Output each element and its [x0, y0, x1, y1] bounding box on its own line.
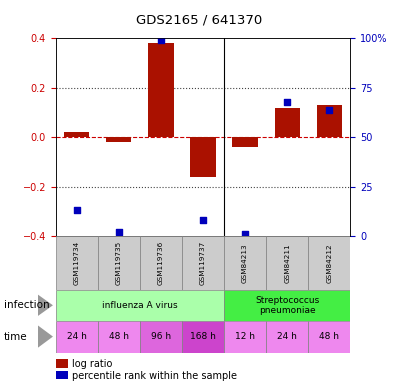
Bar	[56, 371, 68, 379]
Bar	[190, 137, 216, 177]
Bar	[140, 321, 182, 353]
Bar	[266, 321, 308, 353]
Bar	[308, 236, 350, 290]
Bar	[56, 359, 68, 368]
Point	[158, 37, 164, 43]
Text: 12 h: 12 h	[235, 332, 255, 341]
Point	[74, 207, 80, 214]
Text: influenza A virus: influenza A virus	[102, 301, 178, 310]
Bar	[140, 236, 182, 290]
Bar	[56, 236, 98, 290]
Point	[242, 231, 248, 237]
Polygon shape	[38, 325, 53, 348]
Text: time: time	[4, 331, 27, 342]
Text: 48 h: 48 h	[109, 332, 129, 341]
Text: GSM119735: GSM119735	[116, 241, 122, 285]
Bar	[56, 321, 98, 353]
Bar	[224, 321, 266, 353]
Bar	[98, 321, 140, 353]
Point	[116, 229, 122, 235]
Text: 48 h: 48 h	[319, 332, 339, 341]
Bar	[232, 137, 258, 147]
Bar	[148, 43, 174, 137]
Bar	[316, 105, 342, 137]
Point	[200, 217, 206, 223]
Bar	[308, 321, 350, 353]
Polygon shape	[38, 295, 53, 316]
Bar	[224, 290, 350, 321]
Text: 24 h: 24 h	[67, 332, 87, 341]
Bar	[182, 321, 224, 353]
Bar	[275, 108, 300, 137]
Text: percentile rank within the sample: percentile rank within the sample	[72, 371, 237, 381]
Text: GDS2165 / 641370: GDS2165 / 641370	[136, 13, 262, 26]
Text: GSM84212: GSM84212	[326, 243, 332, 283]
Text: GSM84211: GSM84211	[284, 243, 290, 283]
Bar	[266, 236, 308, 290]
Text: GSM119736: GSM119736	[158, 241, 164, 285]
Bar	[224, 236, 266, 290]
Bar	[182, 236, 224, 290]
Text: 96 h: 96 h	[151, 332, 171, 341]
Text: GSM119737: GSM119737	[200, 241, 206, 285]
Text: log ratio: log ratio	[72, 359, 112, 369]
Text: GSM84213: GSM84213	[242, 243, 248, 283]
Text: Streptococcus
pneumoniae: Streptococcus pneumoniae	[255, 296, 319, 315]
Point	[326, 106, 332, 113]
Text: 168 h: 168 h	[190, 332, 216, 341]
Point	[284, 99, 290, 105]
Bar	[98, 236, 140, 290]
Bar	[56, 290, 224, 321]
Text: GSM119734: GSM119734	[74, 241, 80, 285]
Bar	[106, 137, 131, 142]
Text: infection: infection	[4, 300, 50, 310]
Bar	[64, 132, 90, 137]
Text: 24 h: 24 h	[277, 332, 297, 341]
